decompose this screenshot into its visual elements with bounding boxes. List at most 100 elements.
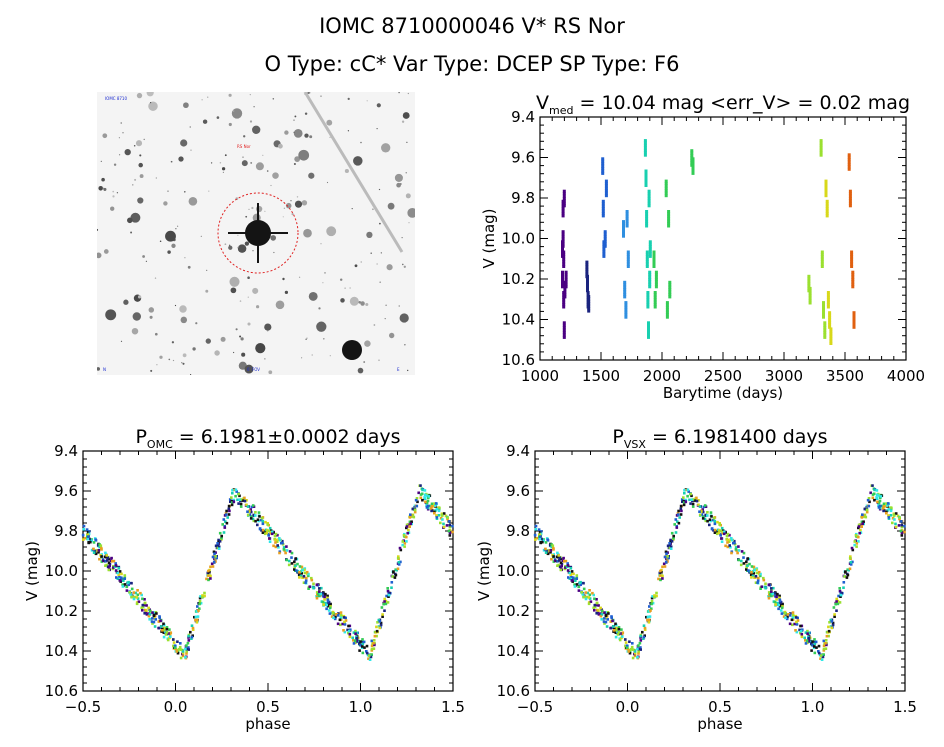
phase-point [767,591,771,594]
phase-point [620,633,624,636]
phase-point [575,583,579,586]
data-point [667,217,671,221]
phase-point [296,562,299,566]
phase-point [163,626,166,630]
finder-chart-image: IOMC 8710 RS Nor 6' FOV N E [97,92,415,375]
phase-point [201,595,204,599]
phase-point [206,574,210,577]
finder-star [401,237,403,239]
finder-star [149,315,153,319]
phase-point [813,642,817,646]
phase-point [701,510,705,514]
phase-point [729,546,732,549]
phase-point [813,651,817,655]
finder-star [179,305,187,313]
phase-point [378,620,382,623]
data-point [648,250,652,254]
phase-point [276,544,279,547]
data-point [624,308,628,312]
phase-point [379,621,383,625]
phase-point [628,650,632,654]
phase-point [236,498,239,502]
finder-star [232,351,235,354]
phase-point [546,552,550,556]
phase-point [824,642,827,645]
phase-point [851,548,855,552]
finder-label-bottom-left: N [103,367,106,372]
phase-point [778,604,782,608]
phase-point [864,515,868,519]
data-point [852,323,856,327]
phase-point [553,559,557,563]
data-point [652,260,656,264]
phase-point [677,509,680,513]
finder-star [145,260,148,262]
phase-point [339,613,343,617]
phase-point [795,620,798,624]
phase-point [147,614,151,618]
phase-point [254,519,257,523]
phase-point [302,581,306,584]
phase-point [194,615,198,619]
data-point [561,247,564,251]
phase-point [184,647,187,651]
phase-point [245,499,248,502]
phase-point [853,540,857,543]
phase-point [857,526,860,530]
phase-point [891,521,894,525]
finder-star [116,192,119,194]
phase-point [394,573,398,577]
phase-point [339,623,342,627]
finder-star [171,341,175,344]
phase-point [86,533,90,536]
phase-point [401,540,405,543]
data-point [828,313,832,317]
finder-star [293,162,296,166]
finder-star [253,105,255,108]
finder-star [103,249,109,254]
phase-point [549,549,553,552]
finder-star [97,252,102,259]
phase-point [246,513,250,517]
phase-point [633,654,637,658]
phase-point [164,630,167,634]
phase-point [402,534,406,537]
data-point [643,146,647,150]
phase-point [631,648,635,651]
data-point [851,273,855,277]
phase-point [106,556,110,560]
phase-point [120,572,123,576]
data-point [601,157,605,161]
phase-point [683,491,686,495]
phase-point [162,622,165,626]
finder-star [376,263,378,265]
phase-point [595,612,598,615]
phase-point [537,528,541,531]
phase-point [737,549,741,552]
finder-star [148,307,155,313]
data-point [848,197,852,200]
data-point [852,311,856,315]
phase-point [251,517,255,521]
data-point [626,255,630,259]
phase-point [781,602,784,606]
phase-point [310,576,313,580]
phase-point [105,554,108,557]
y-tick-label: 9.6 [506,482,530,500]
phase-point [315,596,319,600]
data-point [623,293,627,296]
data-point [648,273,652,277]
phase-point [307,572,310,576]
phase-point [854,534,858,537]
phase-point [796,619,800,622]
finder-star [329,355,331,357]
phase-point [577,589,581,592]
phase-point [399,560,402,564]
phase-point [408,525,411,528]
data-point [852,318,856,322]
phase-point [795,623,799,626]
finder-star [220,336,226,342]
data-point [823,326,827,330]
finder-star [398,92,400,94]
phase-point [649,609,652,612]
